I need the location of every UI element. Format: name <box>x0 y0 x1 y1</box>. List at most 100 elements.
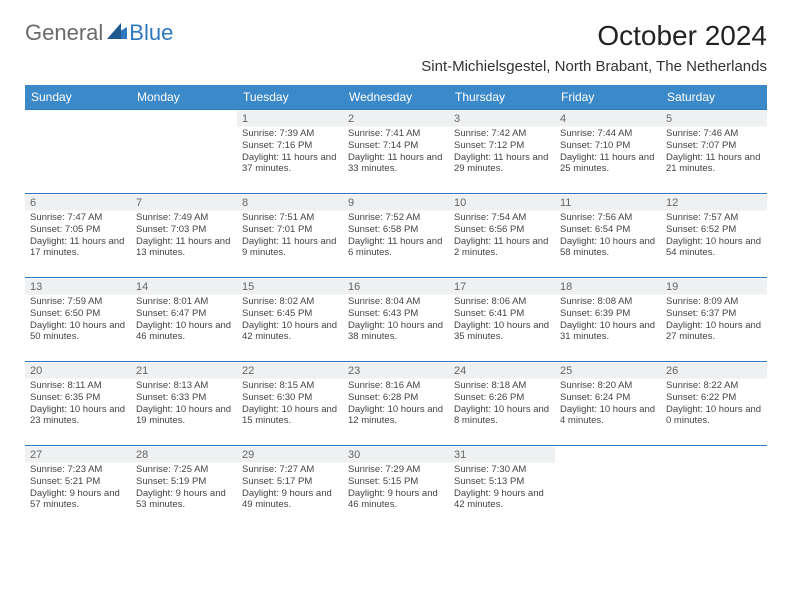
day-header-row: Sunday Monday Tuesday Wednesday Thursday… <box>25 85 767 110</box>
sunrise-line: Sunrise: 7:52 AM <box>348 212 444 224</box>
daylight-line: Daylight: 9 hours and 46 minutes. <box>348 488 444 512</box>
calendar-day: 13Sunrise: 7:59 AMSunset: 6:50 PMDayligh… <box>25 278 131 362</box>
sunset-line: Sunset: 6:24 PM <box>560 392 656 404</box>
sunset-line: Sunset: 7:05 PM <box>30 224 126 236</box>
calendar-body: 1Sunrise: 7:39 AMSunset: 7:16 PMDaylight… <box>25 110 767 530</box>
daylight-line: Daylight: 10 hours and 46 minutes. <box>136 320 232 344</box>
daylight-line: Daylight: 10 hours and 42 minutes. <box>242 320 338 344</box>
day-number: 12 <box>666 197 762 211</box>
calendar-day: 18Sunrise: 8:08 AMSunset: 6:39 PMDayligh… <box>555 278 661 362</box>
calendar-day: 25Sunrise: 8:20 AMSunset: 6:24 PMDayligh… <box>555 362 661 446</box>
sunset-line: Sunset: 5:21 PM <box>30 476 126 488</box>
daylight-line: Daylight: 11 hours and 37 minutes. <box>242 152 338 176</box>
sunrise-line: Sunrise: 7:39 AM <box>242 128 338 140</box>
sunrise-line: Sunrise: 7:44 AM <box>560 128 656 140</box>
sunrise-line: Sunrise: 7:30 AM <box>454 464 550 476</box>
sunset-line: Sunset: 7:12 PM <box>454 140 550 152</box>
day-number: 10 <box>454 197 550 211</box>
daylight-line: Daylight: 10 hours and 38 minutes. <box>348 320 444 344</box>
sunset-line: Sunset: 6:33 PM <box>136 392 232 404</box>
daylight-line: Daylight: 10 hours and 12 minutes. <box>348 404 444 428</box>
calendar-day: 24Sunrise: 8:18 AMSunset: 6:26 PMDayligh… <box>449 362 555 446</box>
calendar-day: 6Sunrise: 7:47 AMSunset: 7:05 PMDaylight… <box>25 194 131 278</box>
sunrise-line: Sunrise: 8:08 AM <box>560 296 656 308</box>
sunset-line: Sunset: 5:13 PM <box>454 476 550 488</box>
daylight-line: Daylight: 10 hours and 15 minutes. <box>242 404 338 428</box>
daylight-line: Daylight: 9 hours and 57 minutes. <box>30 488 126 512</box>
calendar-empty <box>661 446 767 530</box>
calendar-empty <box>555 446 661 530</box>
sunset-line: Sunset: 6:28 PM <box>348 392 444 404</box>
sunrise-line: Sunrise: 7:25 AM <box>136 464 232 476</box>
sunset-line: Sunset: 6:39 PM <box>560 308 656 320</box>
calendar-day: 4Sunrise: 7:44 AMSunset: 7:10 PMDaylight… <box>555 110 661 194</box>
title-block: October 2024 Sint-Michielsgestel, North … <box>421 20 767 75</box>
daylight-line: Daylight: 10 hours and 23 minutes. <box>30 404 126 428</box>
day-number: 22 <box>242 365 338 379</box>
calendar-day: 20Sunrise: 8:11 AMSunset: 6:35 PMDayligh… <box>25 362 131 446</box>
day-number: 31 <box>454 449 550 463</box>
sunset-line: Sunset: 6:22 PM <box>666 392 762 404</box>
day-number: 17 <box>454 281 550 295</box>
calendar-day: 16Sunrise: 8:04 AMSunset: 6:43 PMDayligh… <box>343 278 449 362</box>
calendar-day: 1Sunrise: 7:39 AMSunset: 7:16 PMDaylight… <box>237 110 343 194</box>
sunset-line: Sunset: 7:01 PM <box>242 224 338 236</box>
sunset-line: Sunset: 6:54 PM <box>560 224 656 236</box>
sunrise-line: Sunrise: 8:16 AM <box>348 380 444 392</box>
calendar-week: 13Sunrise: 7:59 AMSunset: 6:50 PMDayligh… <box>25 278 767 362</box>
day-number: 15 <box>242 281 338 295</box>
day-number: 13 <box>30 281 126 295</box>
calendar-day: 22Sunrise: 8:15 AMSunset: 6:30 PMDayligh… <box>237 362 343 446</box>
sunset-line: Sunset: 6:56 PM <box>454 224 550 236</box>
sunset-line: Sunset: 6:43 PM <box>348 308 444 320</box>
day-number: 7 <box>136 197 232 211</box>
day-number: 28 <box>136 449 232 463</box>
col-sunday: Sunday <box>25 85 131 110</box>
day-number: 20 <box>30 365 126 379</box>
day-number: 11 <box>560 197 656 211</box>
sunset-line: Sunset: 6:41 PM <box>454 308 550 320</box>
sunrise-line: Sunrise: 7:56 AM <box>560 212 656 224</box>
sunset-line: Sunset: 6:45 PM <box>242 308 338 320</box>
daylight-line: Daylight: 11 hours and 6 minutes. <box>348 236 444 260</box>
sunset-line: Sunset: 7:03 PM <box>136 224 232 236</box>
calendar-day: 29Sunrise: 7:27 AMSunset: 5:17 PMDayligh… <box>237 446 343 530</box>
daylight-line: Daylight: 10 hours and 54 minutes. <box>666 236 762 260</box>
calendar-week: 20Sunrise: 8:11 AMSunset: 6:35 PMDayligh… <box>25 362 767 446</box>
daylight-line: Daylight: 10 hours and 31 minutes. <box>560 320 656 344</box>
sunrise-line: Sunrise: 7:49 AM <box>136 212 232 224</box>
sunrise-line: Sunrise: 8:13 AM <box>136 380 232 392</box>
calendar-day: 11Sunrise: 7:56 AMSunset: 6:54 PMDayligh… <box>555 194 661 278</box>
location-line: Sint-Michielsgestel, North Brabant, The … <box>421 58 767 75</box>
sunrise-line: Sunrise: 7:42 AM <box>454 128 550 140</box>
col-monday: Monday <box>131 85 237 110</box>
sunset-line: Sunset: 6:47 PM <box>136 308 232 320</box>
calendar-day: 23Sunrise: 8:16 AMSunset: 6:28 PMDayligh… <box>343 362 449 446</box>
brand-part1: General <box>25 20 103 46</box>
sunset-line: Sunset: 7:14 PM <box>348 140 444 152</box>
day-number: 21 <box>136 365 232 379</box>
sunset-line: Sunset: 6:50 PM <box>30 308 126 320</box>
sunrise-line: Sunrise: 7:46 AM <box>666 128 762 140</box>
sunset-line: Sunset: 6:26 PM <box>454 392 550 404</box>
sunset-line: Sunset: 7:10 PM <box>560 140 656 152</box>
day-number: 27 <box>30 449 126 463</box>
month-title: October 2024 <box>421 20 767 52</box>
day-number: 18 <box>560 281 656 295</box>
sunrise-line: Sunrise: 7:54 AM <box>454 212 550 224</box>
calendar-day: 7Sunrise: 7:49 AMSunset: 7:03 PMDaylight… <box>131 194 237 278</box>
header: General Blue October 2024 Sint-Michielsg… <box>25 20 767 75</box>
sunrise-line: Sunrise: 8:09 AM <box>666 296 762 308</box>
day-number: 16 <box>348 281 444 295</box>
daylight-line: Daylight: 9 hours and 53 minutes. <box>136 488 232 512</box>
sunrise-line: Sunrise: 8:06 AM <box>454 296 550 308</box>
day-number: 9 <box>348 197 444 211</box>
daylight-line: Daylight: 9 hours and 49 minutes. <box>242 488 338 512</box>
daylight-line: Daylight: 10 hours and 0 minutes. <box>666 404 762 428</box>
sunrise-line: Sunrise: 7:29 AM <box>348 464 444 476</box>
sunrise-line: Sunrise: 8:02 AM <box>242 296 338 308</box>
day-number: 4 <box>560 113 656 127</box>
sunset-line: Sunset: 7:07 PM <box>666 140 762 152</box>
calendar-day: 19Sunrise: 8:09 AMSunset: 6:37 PMDayligh… <box>661 278 767 362</box>
calendar-day: 31Sunrise: 7:30 AMSunset: 5:13 PMDayligh… <box>449 446 555 530</box>
